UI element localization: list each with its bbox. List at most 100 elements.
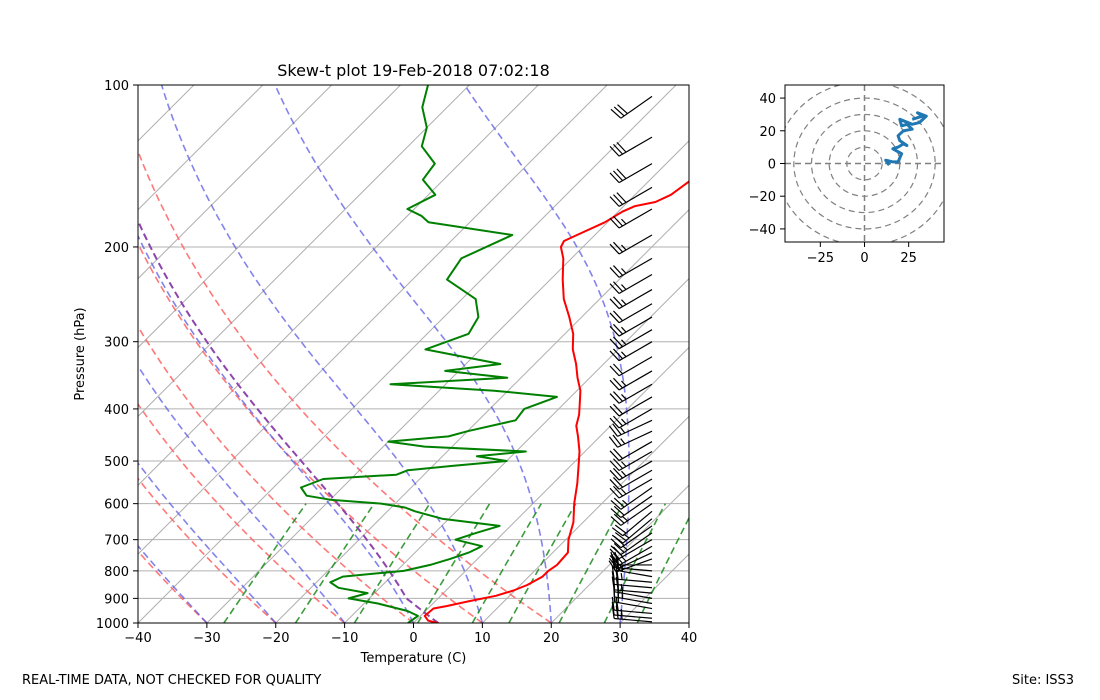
barb-flag-10 [609, 350, 620, 362]
x-axis-label: Temperature (C) [360, 651, 467, 666]
barb-flag-10 [611, 565, 615, 580]
barb-flag-5 [621, 218, 627, 225]
dry-adiabat-20 [138, 149, 552, 623]
barb-flag-5 [622, 515, 628, 522]
barb-staff [618, 289, 653, 310]
barb-flag-10 [614, 524, 627, 534]
barb-flag-10 [610, 499, 622, 510]
x-tick-label: −20 [262, 631, 289, 646]
barb-flag-10 [615, 571, 619, 585]
barb-flag-5 [621, 299, 627, 305]
barb-staff [620, 525, 653, 549]
barb-staff [618, 273, 653, 294]
barb-flag-5 [621, 470, 627, 477]
wind-barb [610, 495, 653, 519]
barb-flag-5 [620, 572, 623, 580]
barb-flag-10 [613, 265, 623, 276]
barb-flag-10 [609, 283, 620, 294]
barb-flag-10 [613, 363, 623, 375]
y-tick-label: 100 [104, 79, 129, 94]
wind-barb [608, 419, 653, 437]
isotherm--110 [138, 85, 195, 142]
y-tick-label: 500 [104, 455, 129, 470]
hodo-x-tick-label: −25 [807, 251, 834, 266]
barb-staff [622, 510, 653, 537]
mixing-ratio-0.4 [223, 503, 307, 623]
barb-flag-10 [613, 336, 623, 348]
y-tick-label: 700 [104, 534, 129, 549]
isotherm--60 [138, 85, 539, 486]
wind-barb [610, 532, 653, 556]
isotherm--20 [275, 209, 689, 623]
barb-staff [617, 552, 653, 570]
barb-staff [617, 430, 653, 448]
hodo-x-tick-label: 0 [860, 251, 868, 266]
parcel-profile [138, 218, 439, 623]
dry-adiabat--10 [138, 402, 346, 623]
dry-adiabat-0 [138, 325, 414, 623]
isotherm--50 [138, 85, 608, 555]
moist-adiabat-20 [274, 85, 553, 623]
barb-staff [614, 609, 653, 615]
barb-flag-10 [615, 597, 619, 611]
site-label: Site: ISS3 [1012, 673, 1075, 688]
barb-staff [618, 460, 653, 481]
hodo-y-tick-label: −20 [749, 190, 776, 205]
isotherm-40 [688, 622, 689, 623]
wind-barb [609, 441, 653, 462]
barb-staff [618, 356, 653, 377]
barb-flag-5 [621, 394, 627, 400]
wind-barb [609, 341, 653, 362]
barb-flag-10 [608, 436, 619, 448]
barb-staff [618, 329, 653, 350]
wind-barb [611, 571, 653, 589]
y-tick-label: 900 [104, 592, 129, 607]
barb-flag-10 [613, 513, 625, 524]
barb-flag-10 [609, 325, 620, 337]
wind-barb [609, 396, 653, 417]
wind-barb [609, 303, 653, 324]
barb-staff [614, 583, 653, 589]
wind-barb [609, 356, 653, 377]
x-tick-label: 10 [474, 631, 491, 646]
barb-flag-10 [613, 505, 625, 516]
barb-flag-10 [613, 485, 623, 497]
barb-flag-5 [621, 488, 627, 495]
barb-staff [618, 396, 653, 417]
barb-staff [618, 186, 653, 207]
moist-adiabat-30 [463, 85, 630, 623]
barb-staff [618, 257, 653, 278]
barb-flag-10 [609, 405, 620, 417]
x-tick-label: 40 [681, 631, 698, 646]
wind-barb [609, 469, 653, 490]
barb-flag-5 [620, 608, 623, 616]
x-tick-label: 0 [409, 631, 417, 646]
isotherm--100 [138, 85, 264, 211]
barb-staff [620, 532, 653, 556]
barb-flag-10 [609, 487, 620, 499]
barb-flag-10 [613, 458, 623, 469]
barb-flag-10 [611, 601, 615, 616]
barb-flag-10 [616, 141, 627, 153]
barb-flag-5 [621, 461, 627, 467]
x-tick-label: −10 [331, 631, 358, 646]
barb-staff [618, 234, 653, 255]
barb-flag-5 [622, 499, 628, 506]
y-tick-label: 400 [104, 403, 129, 418]
barb-staff [618, 136, 653, 157]
barb-flag-10 [610, 108, 622, 119]
barb-staff [620, 503, 653, 526]
barb-flag-10 [613, 403, 623, 415]
mixing-ratio-10 [508, 503, 577, 623]
y-tick-label: 800 [104, 565, 129, 580]
barb-staff [618, 408, 653, 429]
barb-flag-10 [608, 425, 619, 437]
isotherm--80 [138, 85, 401, 349]
y-tick-label: 1000 [96, 617, 129, 632]
barb-flag-10 [609, 338, 620, 350]
barb-flag-10 [617, 104, 628, 115]
barb-flag-10 [609, 196, 620, 207]
barb-flag-10 [613, 497, 625, 508]
barb-staff [616, 558, 653, 573]
barb-flag-10 [609, 469, 620, 481]
